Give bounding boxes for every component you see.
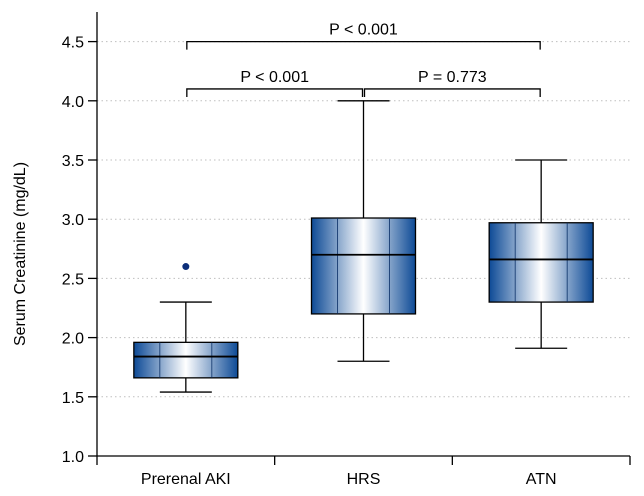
p-value-label: P = 0.773 [418,69,487,86]
iqr-box [488,222,594,303]
comparison-brackets: P < 0.001 P < 0.001 P = 0.773 [186,22,541,97]
y-tick-label: 2.5 [62,271,84,288]
p-value-label: P < 0.001 [329,22,398,39]
comparison-bracket: P < 0.001 [186,22,541,50]
comparison-bracket: P < 0.001 [186,69,364,97]
x-tick-label: ATN [526,471,557,488]
bracket-line [186,40,541,50]
x-tick-label: Prerenal AKI [141,471,231,488]
axes: 1.0 1.5 2.0 2.5 3.0 3.5 4.0 4.5 Prerenal AKI HRS A… [62,12,631,488]
y-tick-label: 4.5 [62,35,84,52]
boxes [133,100,594,393]
y-tick-label: 3.0 [62,212,84,229]
x-tick-label: HRS [347,471,381,488]
p-value-label: P < 0.001 [240,69,309,86]
comparison-bracket: P = 0.773 [363,69,541,97]
y-tick-label: 3.5 [62,153,84,170]
iqr-box [310,217,417,315]
y-tick-label: 2.0 [62,331,84,348]
iqr-box [133,341,239,379]
outlier-point [182,263,190,271]
y-tick-label: 1.0 [62,449,84,466]
bracket-line [186,88,364,97]
y-tick-label: 1.5 [62,390,84,407]
bracket-line [363,88,541,97]
box-atn [488,159,594,349]
y-axis-label: Serum Creatinine (mg/dL) [12,162,29,346]
box-prerenal-aki [133,263,239,393]
y-tick-label: 4.0 [62,94,84,111]
box-hrs [310,100,417,362]
